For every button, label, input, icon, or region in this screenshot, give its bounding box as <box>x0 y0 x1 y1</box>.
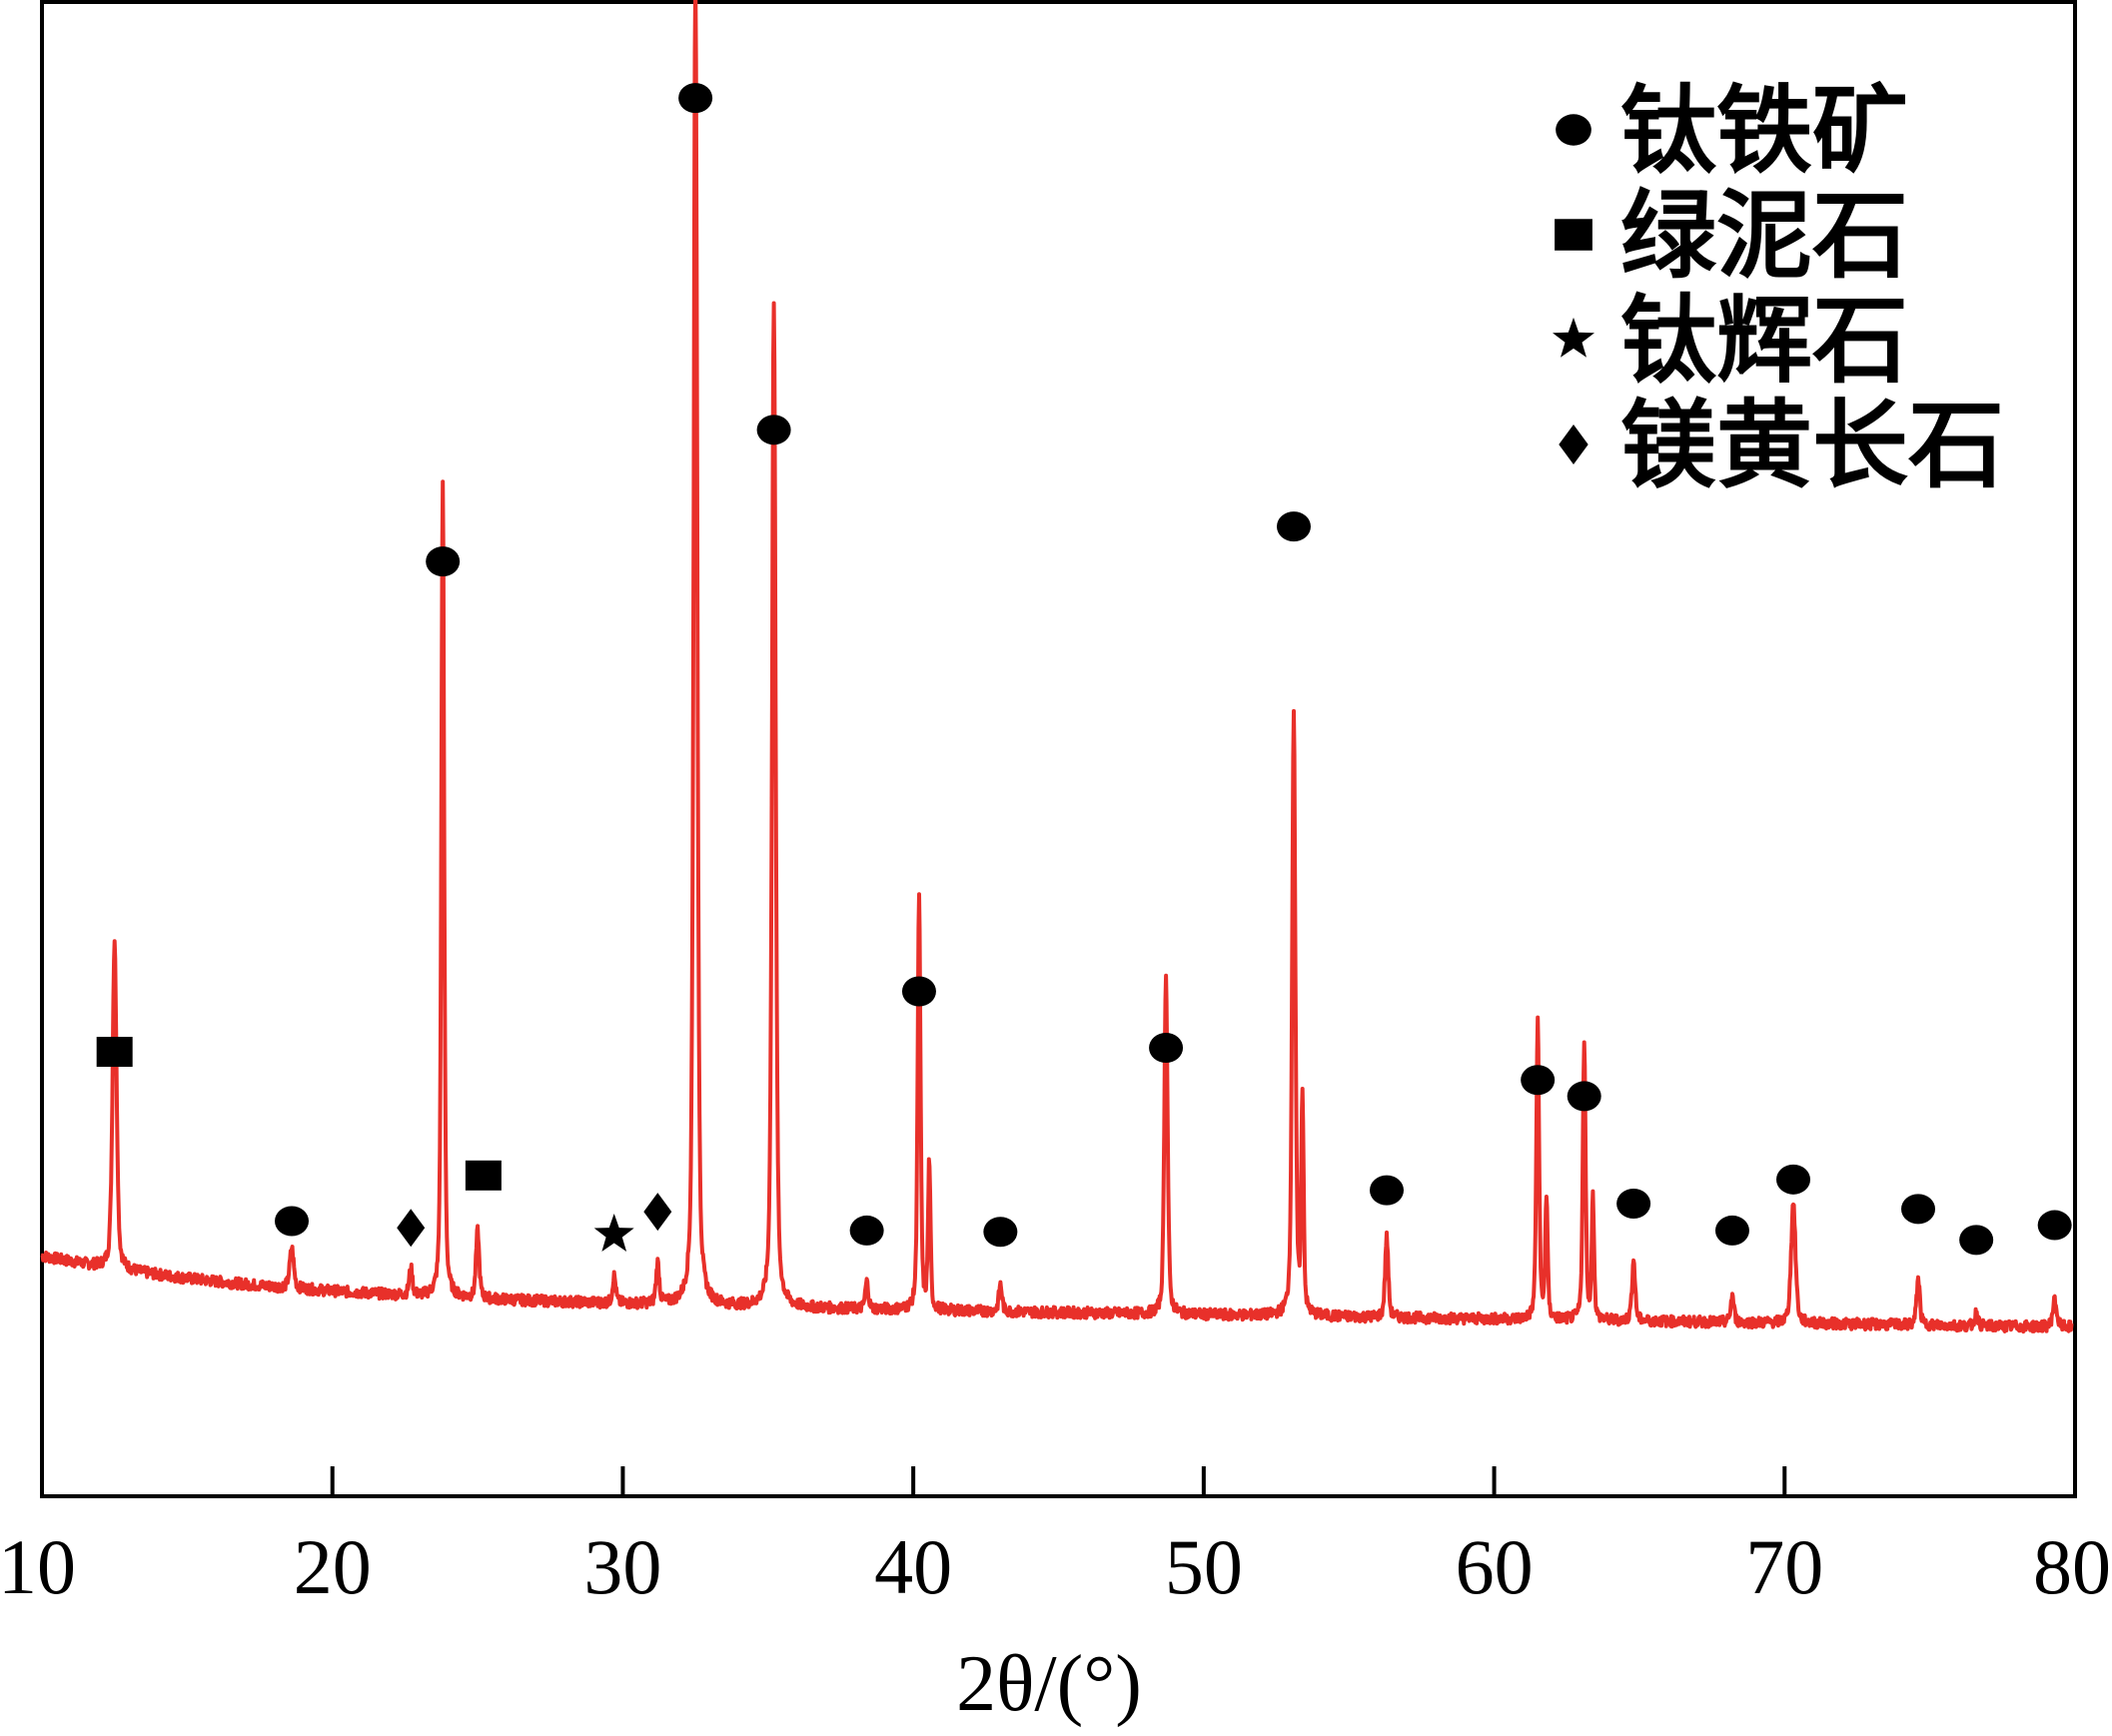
x-tick-label-30: 30 <box>583 1523 661 1610</box>
peak-marker-circle <box>1521 1065 1556 1096</box>
x-tick-label-10: 10 <box>0 1523 76 1610</box>
peak-marker-circle <box>1149 1033 1184 1064</box>
legend-label: 钛辉石 <box>1620 285 1908 397</box>
legend-circle-icon <box>1556 114 1591 146</box>
peak-marker-circle <box>678 83 713 114</box>
peak-marker-circle <box>275 1206 310 1237</box>
x-tick-label-50: 50 <box>1165 1523 1243 1610</box>
peak-marker-circle <box>1370 1175 1405 1206</box>
peak-marker-circle <box>1901 1194 1936 1225</box>
x-axis-title: 2θ/(°) <box>956 1640 1142 1728</box>
legend-square-icon <box>1555 219 1592 251</box>
peak-marker-circle <box>1776 1164 1811 1195</box>
x-tick-label-70: 70 <box>1745 1523 1823 1610</box>
legend-diamond-icon <box>1559 425 1588 464</box>
peak-marker-circle <box>983 1217 1018 1248</box>
peak-marker-star <box>593 1214 634 1252</box>
peak-marker-circle <box>849 1215 884 1246</box>
x-tick-label-20: 20 <box>294 1523 372 1610</box>
x-tick-label-40: 40 <box>874 1523 952 1610</box>
x-tick-label-80: 80 <box>2033 1523 2111 1610</box>
peak-markers <box>96 83 2072 1256</box>
x-axis-ticks <box>330 1466 1787 1496</box>
peak-marker-circle <box>426 546 461 577</box>
peak-marker-circle <box>1567 1081 1601 1112</box>
peak-marker-circle <box>1959 1225 1994 1256</box>
xrd-pattern-line <box>40 0 2074 1334</box>
peak-marker-circle <box>901 976 936 1007</box>
peak-marker-circle <box>2037 1210 2072 1241</box>
peak-marker-square <box>96 1037 133 1068</box>
peak-marker-circle <box>1276 511 1311 542</box>
peak-marker-circle <box>1714 1215 1749 1246</box>
peak-marker-diamond <box>643 1193 672 1232</box>
peak-marker-circle <box>756 415 791 445</box>
x-axis-tick-labels: 10 20 30 40 50 60 70 80 <box>0 1523 2111 1610</box>
x-tick-label-60: 60 <box>1456 1523 1534 1610</box>
peak-marker-diamond <box>397 1209 426 1248</box>
peak-marker-square <box>465 1160 502 1191</box>
legend-star-icon <box>1553 317 1594 358</box>
peak-marker-circle <box>1616 1189 1651 1220</box>
legend-label: 绿泥石 <box>1620 180 1908 292</box>
plot-frame <box>40 0 2077 1498</box>
legend-label: 钛铁矿 <box>1620 75 1908 187</box>
legend-label: 镁黄长石 <box>1620 390 2004 501</box>
